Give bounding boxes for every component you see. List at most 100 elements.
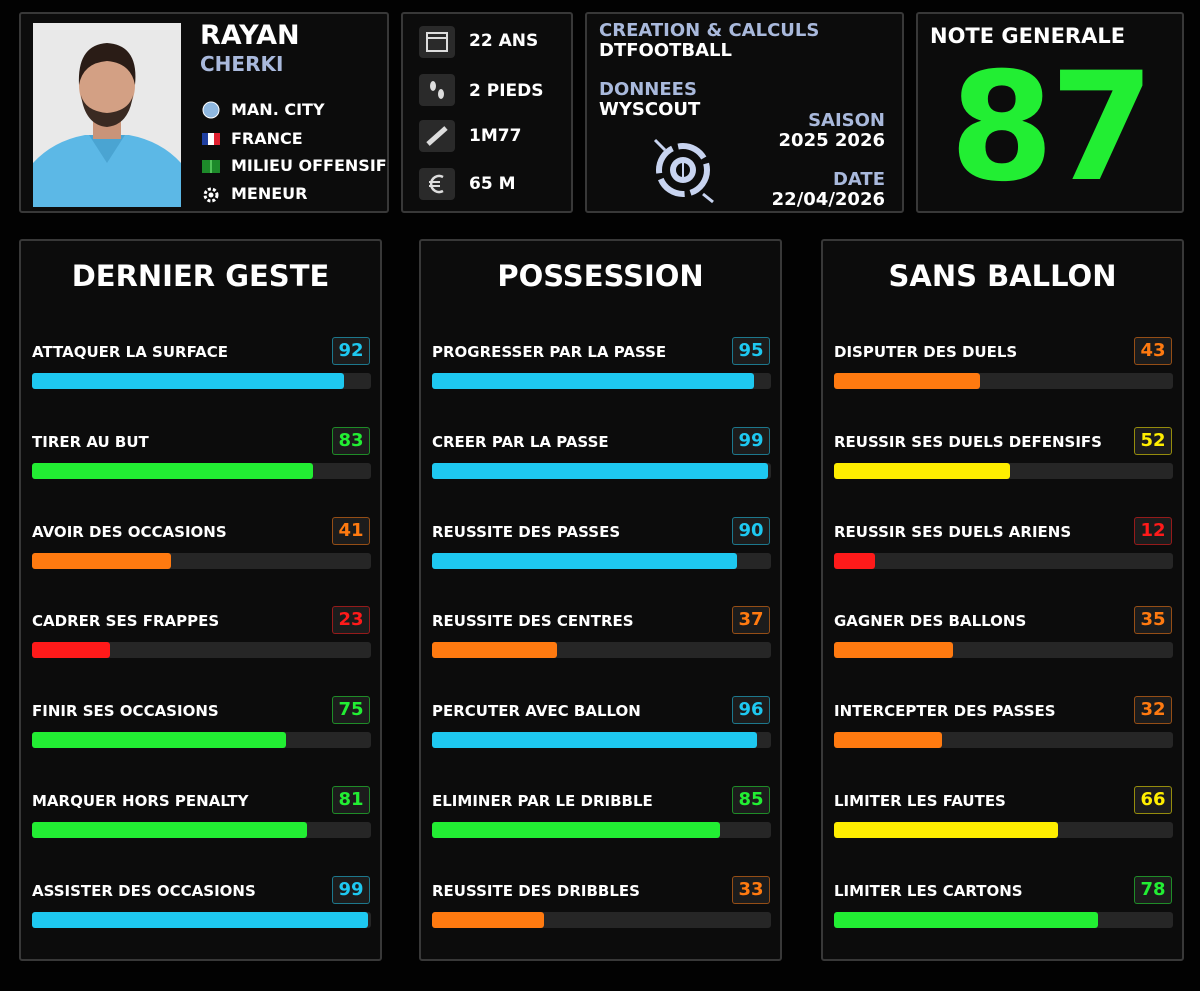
bar-track xyxy=(834,552,1173,569)
stat-bar xyxy=(834,373,980,389)
stat-bar xyxy=(834,552,875,569)
stat-label: TIRER AU BUT xyxy=(32,432,149,451)
bar-track xyxy=(834,373,1173,389)
bar-track xyxy=(432,373,771,389)
stat-bar xyxy=(32,911,368,928)
bar-track xyxy=(432,552,771,569)
bar-track xyxy=(32,552,371,569)
bar-track xyxy=(432,911,771,928)
season-label: SAISON xyxy=(808,110,885,131)
stat-label: FINIR SES OCCASIONS xyxy=(32,702,219,721)
stat-value: 75 xyxy=(332,696,370,725)
overall-card: NOTE GENERALE 87 xyxy=(916,12,1184,213)
creation-label: CREATION & CALCULS xyxy=(599,20,820,41)
role: MENEUR xyxy=(231,184,308,203)
stat-bar xyxy=(32,552,171,569)
stat-bar xyxy=(432,642,558,659)
height: 1M77 xyxy=(469,126,522,146)
bar-track xyxy=(834,911,1173,928)
stat-label: LIMITER LES FAUTES xyxy=(834,792,1006,810)
stat-panel: POSSESSION PROGRESSER PAR LA PASSE 95 CREER… xyxy=(419,239,782,961)
stat-value: 85 xyxy=(732,786,770,814)
bar-track xyxy=(834,462,1173,479)
player-card: RAYAN CHERKI MAN. CITY FRANCE MILIEU OFF… xyxy=(19,12,389,213)
stat-value: 12 xyxy=(1134,516,1172,545)
stat-value: 95 xyxy=(732,337,770,365)
bar-track xyxy=(432,642,771,659)
bar-track xyxy=(32,642,371,659)
stat-bar xyxy=(32,732,287,749)
stat-label: MARQUER HORS PENALTY xyxy=(32,792,249,810)
stat-label: REUSSITE DES CENTRES xyxy=(432,612,634,631)
stat-value: 35 xyxy=(1134,606,1172,635)
stat-value: 83 xyxy=(332,426,370,455)
first-name: RAYAN xyxy=(200,20,300,51)
stat-value: 43 xyxy=(1134,337,1172,365)
stat-panel: DERNIER GESTE ATTAQUER LA SURFACE 92 TIRER … xyxy=(19,239,382,961)
stat-bar xyxy=(432,732,758,749)
stat-bar xyxy=(432,373,755,389)
bar-track xyxy=(32,373,371,389)
stat-label: ELIMINER PAR LE DRIBBLE xyxy=(432,792,653,810)
bar-track xyxy=(834,822,1173,838)
stat-value: 32 xyxy=(1134,696,1172,725)
stat-bar xyxy=(834,732,943,749)
stat-bar xyxy=(432,822,721,838)
overall-value: 87 xyxy=(949,41,1155,215)
stat-bar xyxy=(432,462,768,479)
feet-icon xyxy=(419,74,455,106)
stat-label: ASSISTER DES OCCASIONS xyxy=(32,881,256,900)
stat-value: 96 xyxy=(732,696,770,725)
stat-value: 99 xyxy=(332,875,370,904)
stat-label: GAGNER DES BALLONS xyxy=(834,612,1027,631)
stat-bar xyxy=(834,462,1011,479)
panel-title: SANS BALLON xyxy=(888,259,1117,293)
height-icon xyxy=(419,120,455,152)
market-value: 65 M xyxy=(469,174,516,194)
stat-label: INTERCEPTER DES PASSES xyxy=(834,702,1056,721)
bar-track xyxy=(432,462,771,479)
stat-bar xyxy=(32,642,110,659)
stat-label: ATTAQUER LA SURFACE xyxy=(32,343,228,361)
stat-value: 92 xyxy=(332,337,370,365)
stat-value: 81 xyxy=(332,786,370,814)
panel-title: DERNIER GESTE xyxy=(71,259,330,293)
bar-track xyxy=(32,732,371,749)
stat-value: 33 xyxy=(732,875,770,904)
stat-bar xyxy=(834,911,1099,928)
bar-track xyxy=(432,822,771,838)
credits-card: CREATION & CALCULS DTFOOTBALL DONNEES WY… xyxy=(585,12,904,213)
player-photo xyxy=(33,23,181,207)
stat-label: DISPUTER DES DUELS xyxy=(834,343,1018,361)
stat-label: LIMITER LES CARTONS xyxy=(834,881,1023,900)
stat-bar xyxy=(32,822,307,838)
bar-track xyxy=(834,642,1173,659)
stat-bar xyxy=(432,552,738,569)
stat-value: 66 xyxy=(1134,786,1172,814)
stat-panel: SANS BALLON DISPUTER DES DUELS 43 REUSSIR S… xyxy=(821,239,1184,961)
profile-card: 22 ANS 2 PIEDS 1M77 65 M xyxy=(401,12,573,213)
stat-value: 23 xyxy=(332,606,370,635)
stat-label: REUSSIR SES DUELS DEFENSIFS xyxy=(834,432,1102,451)
stat-bar xyxy=(834,822,1058,838)
calendar-icon xyxy=(419,26,455,58)
stat-label: CREER PAR LA PASSE xyxy=(432,432,609,451)
bar-track xyxy=(834,732,1173,749)
overall-label: NOTE GENERALE xyxy=(930,24,1126,48)
stat-value: 52 xyxy=(1134,426,1172,455)
bar-track xyxy=(32,911,371,928)
age: 22 ANS xyxy=(469,31,539,51)
stat-bar xyxy=(32,373,344,389)
stat-value: 78 xyxy=(1134,875,1172,904)
info-icons xyxy=(202,101,220,203)
club: MAN. CITY xyxy=(231,100,325,119)
stat-value: 99 xyxy=(732,426,770,455)
season: 2025 2026 xyxy=(778,130,885,151)
date-label: DATE xyxy=(832,169,885,190)
data-label: DONNEES xyxy=(599,79,697,100)
last-name: CHERKI xyxy=(200,52,284,76)
stat-label: PROGRESSER PAR LA PASSE xyxy=(432,343,667,361)
date: 22/04/2026 xyxy=(771,189,885,210)
stat-bar xyxy=(32,462,314,479)
stat-bar xyxy=(432,911,544,928)
